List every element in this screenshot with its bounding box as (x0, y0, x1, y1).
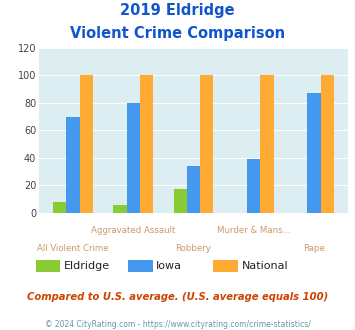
Bar (321, 75, 334, 213)
Bar (113, 205, 127, 213)
Text: Murder & Mans...: Murder & Mans... (217, 226, 290, 235)
Text: Compared to U.S. average. (U.S. average equals 100): Compared to U.S. average. (U.S. average … (27, 292, 328, 302)
Bar (307, 93, 321, 213)
Text: Rape: Rape (303, 244, 325, 253)
Text: 2019 Eldridge: 2019 Eldridge (120, 3, 235, 18)
Text: Eldridge: Eldridge (64, 261, 110, 271)
Bar (174, 189, 187, 213)
Text: Violent Crime Comparison: Violent Crime Comparison (70, 26, 285, 41)
Text: Robbery: Robbery (175, 244, 212, 253)
Text: Aggravated Assault: Aggravated Assault (91, 226, 175, 235)
Bar (187, 166, 200, 213)
Bar (140, 75, 153, 213)
Bar (200, 75, 213, 213)
Bar (247, 159, 260, 213)
Text: Iowa: Iowa (156, 261, 182, 271)
Text: © 2024 CityRating.com - https://www.cityrating.com/crime-statistics/: © 2024 CityRating.com - https://www.city… (45, 320, 310, 329)
Text: National: National (241, 261, 288, 271)
Bar (53, 202, 66, 213)
Bar (66, 116, 80, 213)
Text: All Violent Crime: All Violent Crime (37, 244, 109, 253)
Bar (80, 75, 93, 213)
Bar (260, 75, 274, 213)
Bar (127, 103, 140, 213)
